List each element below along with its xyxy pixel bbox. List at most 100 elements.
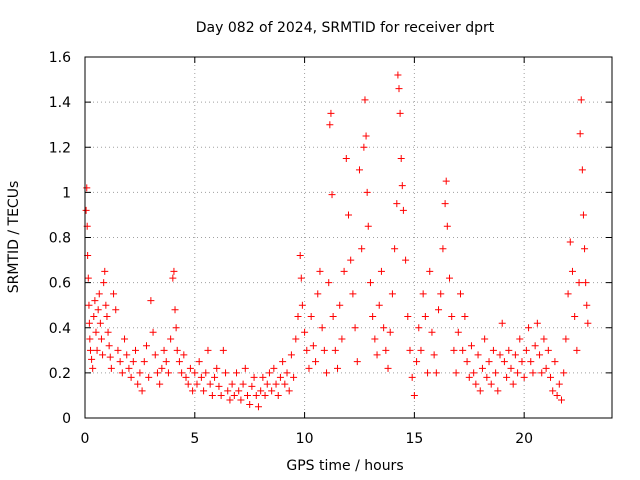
- data-point: [140, 358, 148, 366]
- data-point: [110, 290, 118, 298]
- data-point: [408, 373, 416, 381]
- data-point: [233, 369, 241, 377]
- data-point: [257, 387, 265, 395]
- data-point: [290, 373, 298, 381]
- data-point: [582, 279, 590, 287]
- data-point: [472, 380, 480, 388]
- y-tick-label: 0.4: [49, 321, 71, 337]
- data-point: [489, 346, 497, 354]
- data-point: [99, 351, 107, 359]
- data-point: [261, 391, 269, 399]
- data-point: [96, 319, 104, 327]
- data-point: [578, 166, 586, 174]
- data-point: [211, 373, 219, 381]
- data-point: [164, 369, 172, 377]
- data-point: [465, 373, 473, 381]
- data-point: [467, 342, 475, 350]
- data-point: [318, 324, 326, 332]
- data-point: [398, 182, 406, 190]
- data-point: [507, 364, 515, 372]
- data-point: [402, 256, 410, 264]
- data-point: [292, 335, 300, 343]
- data-point: [533, 319, 541, 327]
- data-point: [82, 206, 90, 214]
- data-point: [331, 346, 339, 354]
- data-point: [182, 373, 190, 381]
- data-point: [86, 346, 94, 354]
- data-point: [527, 358, 535, 366]
- data-point: [336, 301, 344, 309]
- data-point: [474, 351, 482, 359]
- data-point: [100, 279, 108, 287]
- data-point: [208, 391, 216, 399]
- data-point: [366, 279, 374, 287]
- data-point: [215, 382, 223, 390]
- data-point: [103, 312, 111, 320]
- data-point: [89, 364, 97, 372]
- y-tick-label: 0: [62, 411, 71, 427]
- data-point: [522, 346, 530, 354]
- data-point: [509, 380, 517, 388]
- data-point: [347, 256, 355, 264]
- data-point: [576, 130, 584, 138]
- data-point: [340, 267, 348, 275]
- data-point: [213, 364, 221, 372]
- data-point: [373, 351, 381, 359]
- data-point: [516, 335, 524, 343]
- data-point: [217, 391, 225, 399]
- data-point: [327, 109, 335, 117]
- data-point: [118, 369, 126, 377]
- data-point: [388, 290, 396, 298]
- data-point: [446, 274, 454, 282]
- data-point: [279, 358, 287, 366]
- data-point: [459, 346, 467, 354]
- data-point: [193, 380, 201, 388]
- data-point: [230, 391, 238, 399]
- data-point: [581, 245, 589, 253]
- data-point: [492, 369, 500, 377]
- data-point: [243, 391, 251, 399]
- x-tick-label: 15: [405, 431, 423, 447]
- data-point: [349, 290, 357, 298]
- data-point: [496, 351, 504, 359]
- data-point: [404, 312, 412, 320]
- data-point: [167, 335, 175, 343]
- data-point: [298, 301, 306, 309]
- data-point: [326, 121, 334, 129]
- data-point: [375, 301, 383, 309]
- data-point: [338, 335, 346, 343]
- plot-border: [84, 56, 613, 419]
- data-point: [309, 342, 317, 350]
- data-point: [505, 346, 513, 354]
- y-tick-label: 0.2: [49, 366, 71, 382]
- data-point: [406, 346, 414, 354]
- data-point: [156, 380, 164, 388]
- data-point: [538, 369, 546, 377]
- data-point: [544, 346, 552, 354]
- data-point: [553, 391, 561, 399]
- data-point: [226, 396, 234, 404]
- data-point: [116, 358, 124, 366]
- data-point: [121, 335, 129, 343]
- data-point: [250, 373, 258, 381]
- data-point: [248, 382, 256, 390]
- data-point: [160, 346, 168, 354]
- x-tick-label: 0: [81, 431, 90, 447]
- data-point: [92, 328, 100, 336]
- data-point: [555, 380, 563, 388]
- data-point: [525, 324, 533, 332]
- data-point: [180, 351, 188, 359]
- data-point: [200, 387, 208, 395]
- data-point: [377, 267, 385, 275]
- data-point: [85, 301, 93, 309]
- data-point: [397, 155, 405, 163]
- data-point: [106, 353, 114, 361]
- data-point: [134, 380, 142, 388]
- data-point: [85, 319, 93, 327]
- data-point: [294, 312, 302, 320]
- data-point: [485, 358, 493, 366]
- data-point: [178, 369, 186, 377]
- data-point: [320, 346, 328, 354]
- data-point: [272, 380, 280, 388]
- data-point: [384, 364, 392, 372]
